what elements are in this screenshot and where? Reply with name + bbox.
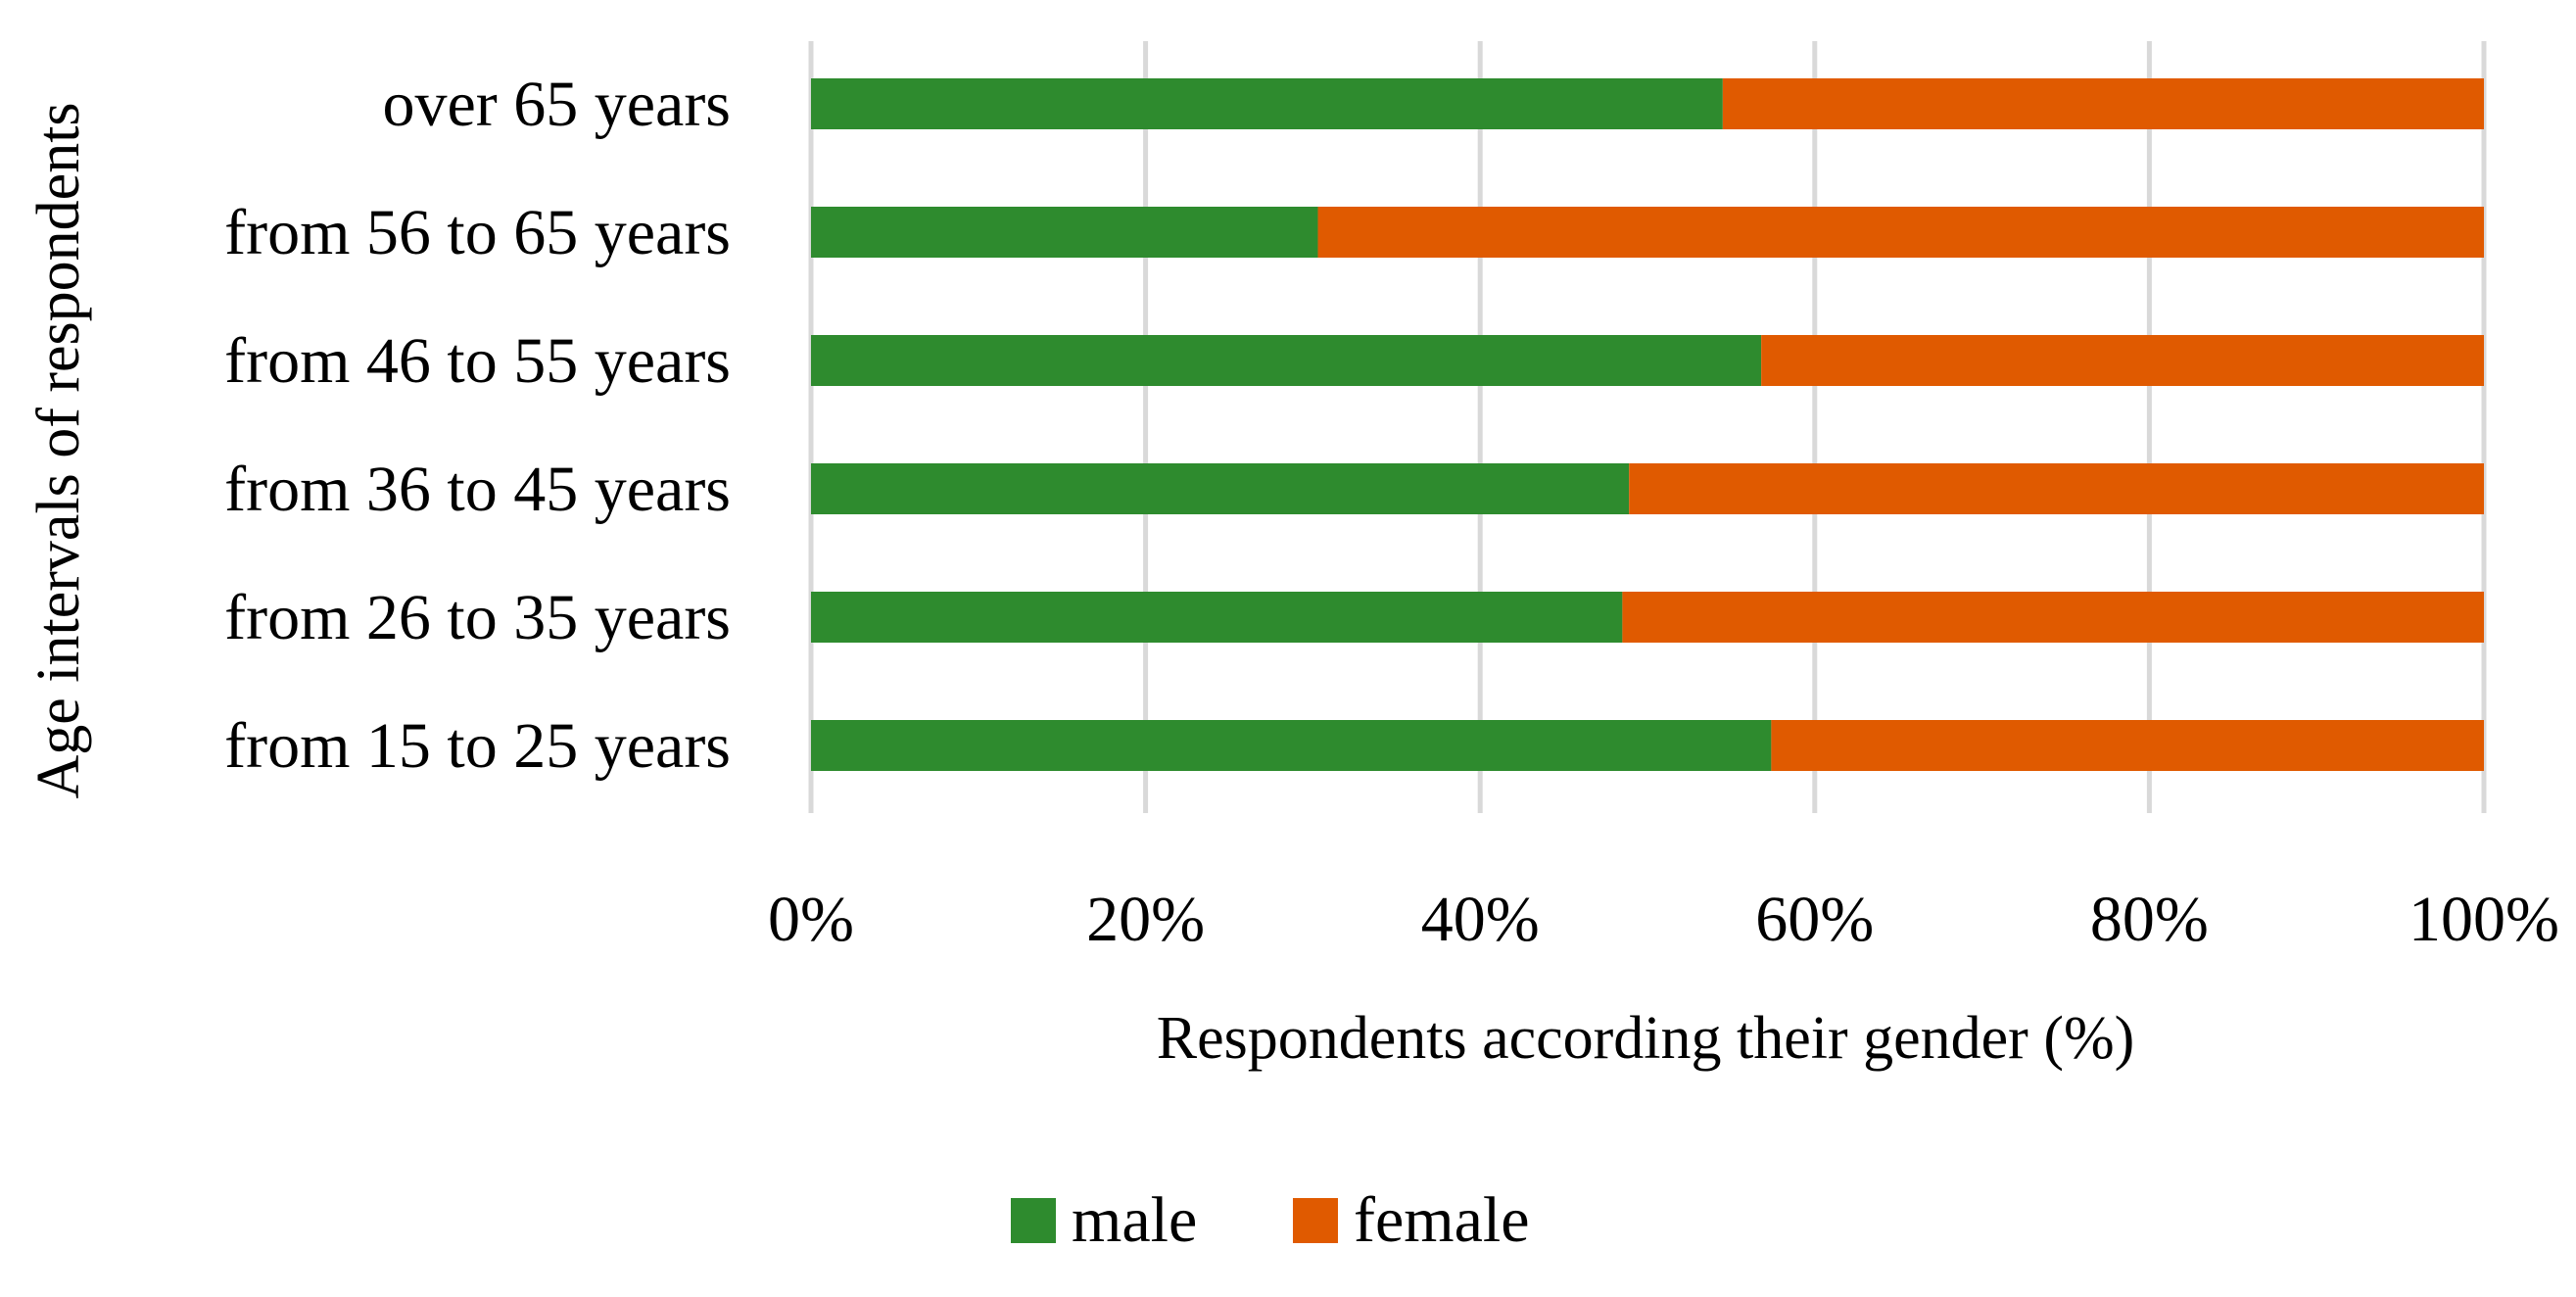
bar-male	[811, 592, 1623, 643]
legend-label-female: female	[1354, 1184, 1530, 1256]
bars	[811, 78, 2484, 771]
x-tick-label: 80%	[2090, 884, 2209, 955]
legend: male female	[1011, 1184, 1530, 1256]
bar-male	[811, 720, 1772, 771]
bar-male	[811, 207, 1318, 258]
x-tick-label: 0%	[768, 884, 854, 955]
bar-female	[1629, 463, 2484, 514]
category-label: from 36 to 45 years	[224, 454, 731, 525]
category-label: from 46 to 55 years	[224, 325, 731, 397]
x-tick-label: 20%	[1086, 884, 1205, 955]
bar-male	[811, 78, 1723, 129]
category-label: from 15 to 25 years	[224, 710, 731, 782]
x-axis-title: Respondents according their gender (%)	[1157, 1005, 2135, 1072]
gridlines	[808, 41, 2487, 813]
category-label: from 26 to 35 years	[224, 582, 731, 653]
bar-male	[811, 463, 1630, 514]
bar-female	[1317, 207, 2484, 258]
bar-male	[811, 335, 1762, 386]
legend-swatch-male	[1011, 1198, 1056, 1243]
legend-swatch-female	[1293, 1198, 1338, 1243]
x-tick-labels: 0% 20% 40% 60% 80% 100%	[768, 884, 2559, 955]
bar-female	[1622, 592, 2484, 643]
bar-female	[1761, 335, 2484, 386]
bar-female	[1771, 720, 2484, 771]
bar-female	[1722, 78, 2484, 129]
x-tick-label: 60%	[1755, 884, 1874, 955]
x-tick-label: 100%	[2409, 884, 2559, 955]
category-label: over 65 years	[382, 69, 731, 140]
legend-label-male: male	[1072, 1184, 1197, 1256]
category-label: from 56 to 65 years	[224, 197, 731, 268]
x-tick-label: 40%	[1421, 884, 1540, 955]
category-labels: over 65 years from 56 to 65 years from 46 …	[224, 69, 731, 782]
y-axis-title: Age intervals of respondents	[25, 102, 92, 798]
